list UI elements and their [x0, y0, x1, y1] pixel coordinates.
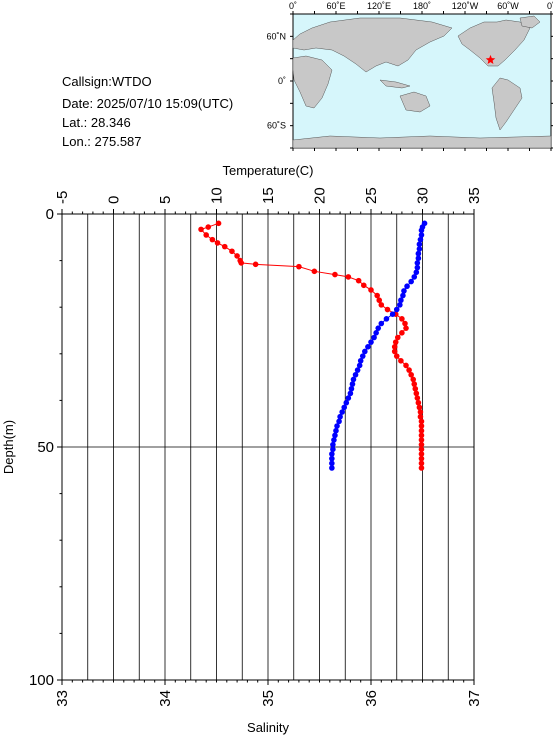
temperature-point	[205, 224, 211, 230]
temperature-point	[385, 307, 391, 313]
temperature-point	[229, 248, 235, 254]
temperature-point	[415, 395, 421, 401]
temperature-point	[402, 321, 408, 327]
salinity-point	[390, 311, 396, 317]
temperature-point	[234, 253, 240, 259]
salinity-tick-label: 36	[363, 690, 380, 707]
temperature-point	[393, 339, 399, 345]
temperature-tick-label: 5	[157, 196, 174, 204]
salinity-point	[337, 414, 343, 420]
temperature-point	[332, 272, 338, 278]
salinity-point	[417, 246, 423, 252]
salinity-tick-label: 35	[260, 690, 277, 707]
salinity-point	[350, 381, 356, 387]
depth-tick-label: 100	[29, 672, 54, 689]
salinity-point	[415, 265, 421, 271]
salinity-series	[329, 221, 427, 471]
temperature-point	[412, 386, 418, 392]
salinity-tick-label: 33	[54, 690, 71, 707]
temperature-point	[216, 221, 222, 227]
temperature-point	[361, 283, 367, 289]
salinity-point	[416, 255, 422, 261]
temperature-tick-label: 15	[260, 187, 277, 204]
temperature-point	[198, 227, 204, 233]
temperature-point	[398, 358, 404, 364]
temperature-point	[296, 264, 302, 270]
temperature-point	[418, 414, 424, 420]
temperature-point	[238, 260, 244, 266]
temperature-tick-label: 10	[209, 187, 226, 204]
temperature-point	[368, 287, 374, 293]
salinity-tick-label: 34	[157, 690, 174, 707]
salinity-point	[349, 386, 355, 392]
temperature-point	[222, 244, 228, 250]
salinity-line	[332, 223, 425, 468]
temperature-point	[394, 353, 400, 359]
depth-axis-title: Depth(m)	[1, 420, 16, 474]
temperature-point	[215, 240, 221, 246]
temperature-point	[417, 405, 423, 411]
temperature-line	[201, 223, 421, 468]
salinity-point	[368, 339, 374, 345]
data-series	[198, 221, 427, 471]
temperature-point	[411, 381, 417, 387]
salinity-axis: 33 34 35 36 37	[54, 680, 483, 707]
temperature-tick-label: 20	[312, 187, 329, 204]
temperature-point	[399, 330, 405, 336]
temperature-tick-label: 0	[106, 196, 123, 204]
salinity-point	[330, 447, 336, 453]
temperature-point	[416, 400, 422, 406]
temperature-tick-label: 30	[415, 187, 432, 204]
temperature-tick-label: 25	[363, 187, 380, 204]
salinity-point	[333, 428, 339, 434]
temperature-tick-label: -5	[54, 191, 71, 204]
temperature-axis: -5 0 5 10 15 20 25 30 35	[54, 187, 483, 214]
salinity-point	[365, 344, 371, 350]
salinity-point	[411, 274, 417, 280]
depth-tick-label: 0	[46, 206, 54, 223]
salinity-point	[379, 321, 385, 327]
temperature-point	[203, 232, 209, 238]
temperature-point	[356, 278, 362, 284]
temperature-point	[253, 262, 259, 268]
salinity-point	[329, 465, 335, 471]
temperature-point	[410, 377, 416, 383]
salinity-point	[404, 283, 410, 289]
salinity-point	[419, 232, 425, 238]
temperature-point	[403, 363, 409, 369]
depth-tick-label: 50	[37, 439, 54, 456]
temperature-point	[379, 302, 385, 308]
temperature-series	[198, 221, 424, 471]
salinity-point	[351, 377, 357, 383]
temperature-point	[414, 391, 420, 397]
salinity-point	[418, 237, 424, 243]
depth-axis: 0 50 100	[29, 206, 62, 689]
temperature-point	[403, 325, 409, 331]
salinity-point	[371, 335, 377, 341]
temperature-tick-label: 35	[466, 187, 483, 204]
salinity-point	[334, 423, 340, 429]
salinity-point	[401, 288, 407, 294]
salinity-axis-title: Salinity	[247, 720, 289, 735]
salinity-point	[408, 279, 414, 285]
salinity-point	[358, 358, 364, 364]
salinity-point	[332, 433, 338, 439]
salinity-tick-label: 37	[466, 690, 483, 707]
temperature-point	[419, 465, 425, 471]
salinity-point	[331, 437, 337, 443]
temperature-point	[210, 237, 216, 243]
salinity-point	[398, 297, 404, 303]
temperature-point	[312, 269, 318, 275]
salinity-point	[394, 307, 400, 313]
temperature-point	[399, 316, 405, 322]
temperature-point	[346, 274, 352, 280]
temperature-axis-title: Temperature(C)	[222, 163, 313, 178]
salinity-point	[397, 302, 403, 308]
salinity-point	[384, 316, 390, 322]
